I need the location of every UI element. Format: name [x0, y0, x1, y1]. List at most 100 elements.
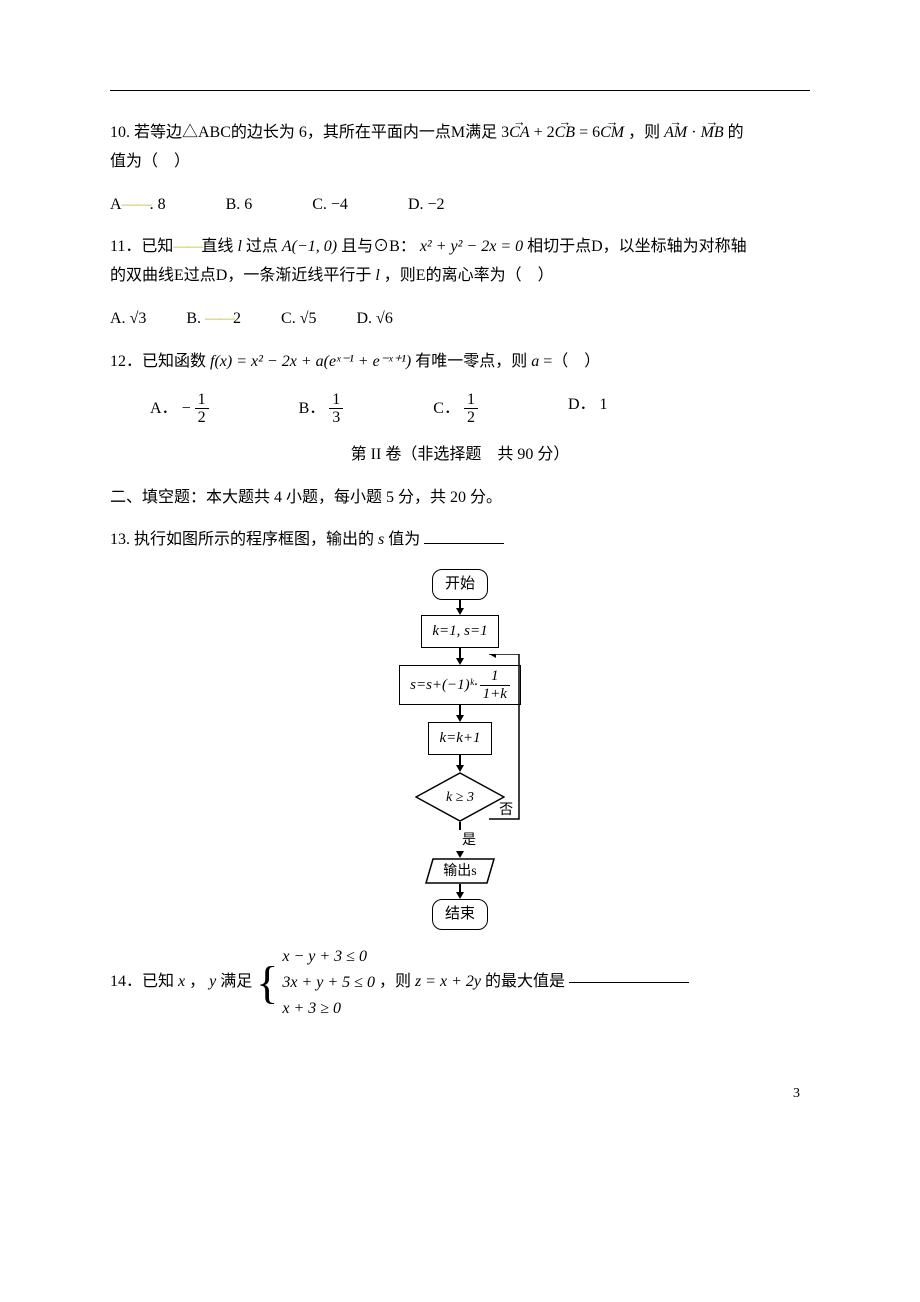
q10-stem: 10. 若等边△ABC的边长为 6，其所在平面内一点M满足 3CA + 2CB …	[110, 119, 810, 177]
brace-icon: {	[256, 960, 278, 1006]
q13-a: 13. 执行如图所示的程序框图，输出的	[110, 531, 378, 548]
q12c-frac: 12	[464, 391, 478, 427]
flow-out-inner: 输出s	[443, 864, 476, 879]
flow-line-6	[459, 884, 461, 892]
q13-blank	[424, 543, 504, 544]
flowchart: 开始 k=1, s=1 s=s+(−1)ᵏ· 11+k k=k+1 k ≥ 3 …	[110, 569, 810, 930]
q14-z: z = x + 2y	[415, 968, 481, 997]
q10-a-label: A	[110, 196, 122, 213]
strike-dash-2: ——	[173, 238, 201, 255]
section2-heading: 二、填空题：本大题共 4 小题，每小题 5 分，共 20 分。	[110, 484, 810, 513]
flow-output: 输出s	[425, 858, 495, 884]
q14-x: x	[178, 968, 185, 997]
flow-line-2	[459, 648, 461, 658]
q11a-pre: A.	[110, 310, 130, 327]
flow-arrow-5	[456, 851, 464, 858]
q11-opt-c: C. √5	[281, 305, 316, 334]
q11-opt-d: D. √6	[356, 305, 392, 334]
q12d-val: 1	[600, 396, 608, 413]
q14-r2: 3x + y + 5 ≤ 0	[282, 974, 375, 991]
flow-arrow-6	[456, 892, 464, 899]
q12b-frac: 13	[329, 391, 343, 427]
flow-start: 开始	[432, 569, 488, 600]
flow-arrow-2	[456, 658, 464, 665]
q14-d: ，则	[379, 968, 411, 997]
q13-stem: 13. 执行如图所示的程序框图，输出的 s 值为	[110, 526, 810, 555]
page-number: 3	[110, 1081, 810, 1106]
q12a-frac: 12	[195, 391, 209, 427]
flow-line	[459, 600, 461, 608]
q12c-den: 2	[464, 409, 478, 427]
q14-y: y	[209, 968, 216, 997]
flow-arrow-3	[456, 715, 464, 722]
q10-text-b: ，则	[628, 124, 664, 141]
strike-dash-3: ——	[205, 310, 233, 327]
q14-b: ，	[189, 968, 205, 997]
q11-c: 过点	[246, 238, 282, 255]
q11-point: A(−1, 0)	[282, 238, 337, 255]
q11a-val: √3	[130, 310, 147, 327]
flow-init: k=1, s=1	[421, 615, 498, 648]
q12-b: 有唯一零点，则	[415, 353, 531, 370]
flow-line-4	[459, 755, 461, 765]
q11b-pre: B.	[186, 310, 205, 327]
q12b-den: 3	[329, 409, 343, 427]
q12a-neg: −	[182, 399, 191, 416]
q11d-val: √6	[376, 310, 393, 327]
q11-b: 直线	[201, 238, 233, 255]
q10-d-val: −2	[428, 196, 445, 213]
q12b-pre: B．	[299, 399, 326, 416]
q10-opt-d: D. −2	[408, 191, 445, 220]
q12d-pre: D．	[568, 396, 596, 413]
q10-text-a: 10. 若等边△ABC的边长为 6，其所在平面内一点M满足	[110, 124, 501, 141]
q13-s: s	[378, 531, 384, 548]
flow-cond-text: k ≥ 3	[446, 785, 474, 810]
q14-stem: 14．已知 x ， y 满足 { x − y + 3 ≤ 0 3x + y + …	[110, 944, 810, 1021]
q11-l2: l	[375, 267, 379, 284]
q12-asym: a	[531, 353, 539, 370]
q10-opt-c: C. −4	[312, 191, 348, 220]
strike-dash: ——	[122, 196, 150, 213]
flow-yes: 是	[462, 828, 476, 853]
q12-fx: f(x) = x² − 2x + a(eˣ⁻¹ + e⁻ˣ⁺¹)	[210, 353, 411, 370]
flow-step-a: s=s+(−1)ᵏ·	[410, 672, 478, 699]
q10-text-c: 的	[728, 124, 744, 141]
flow-end: 结束	[432, 899, 488, 930]
q12-opt-c: C． 12	[433, 391, 478, 427]
q12-c: =（ ）	[543, 353, 600, 370]
flow-line-5	[459, 822, 461, 830]
q11-g: ，则E的离心率为（ ）	[384, 267, 554, 284]
q10-a-val: . 8	[150, 196, 166, 213]
flow-inc-text: k=k+1	[439, 730, 480, 746]
flow-arrow-4	[456, 765, 464, 772]
top-rule	[110, 90, 810, 91]
q14-r1: x − y + 3 ≤ 0	[282, 948, 367, 965]
q10-opt-a: A——. 8	[110, 191, 166, 220]
q14-blank	[569, 982, 689, 983]
q12-opt-d: D． 1	[568, 391, 608, 427]
flow-init-text: k=1, s=1	[432, 623, 487, 639]
q12b-num: 1	[329, 391, 343, 410]
flow-loop-wrap: s=s+(−1)ᵏ· 11+k k=k+1 k ≥ 3 否	[399, 648, 521, 822]
q11c-pre: C.	[281, 310, 300, 327]
q12-options: A． − 12 B． 13 C． 12 D． 1	[110, 391, 810, 427]
q11-a: 11．已知	[110, 238, 173, 255]
q12-stem: 12．已知函数 f(x) = x² − 2x + a(eˣ⁻¹ + e⁻ˣ⁺¹)…	[110, 348, 810, 377]
q12a-den: 2	[195, 409, 209, 427]
flow-out-text: 输出s	[443, 859, 476, 884]
q11c-val: √5	[300, 310, 317, 327]
q10-dot: AM · MB	[664, 124, 724, 141]
q11d-pre: D.	[356, 310, 376, 327]
q13-b: 值为	[388, 531, 420, 548]
q11-d: 且与⊙B：	[341, 238, 416, 255]
q12c-pre: C．	[433, 399, 460, 416]
q14-r3: x + 3 ≥ 0	[282, 1000, 341, 1017]
q10-d-pre: D.	[408, 196, 428, 213]
q12a-pre: A．	[150, 399, 178, 416]
q11-circle: x² + y² − 2x = 0	[420, 238, 523, 255]
flow-line-3	[459, 705, 461, 715]
q11-e: 相切于点D，以坐标轴为对称轴	[527, 238, 747, 255]
q10-c-val: −4	[331, 196, 348, 213]
q14-c: 满足	[220, 968, 252, 997]
q11-options: A. √3 B. ——2 C. √5 D. √6	[110, 305, 810, 334]
